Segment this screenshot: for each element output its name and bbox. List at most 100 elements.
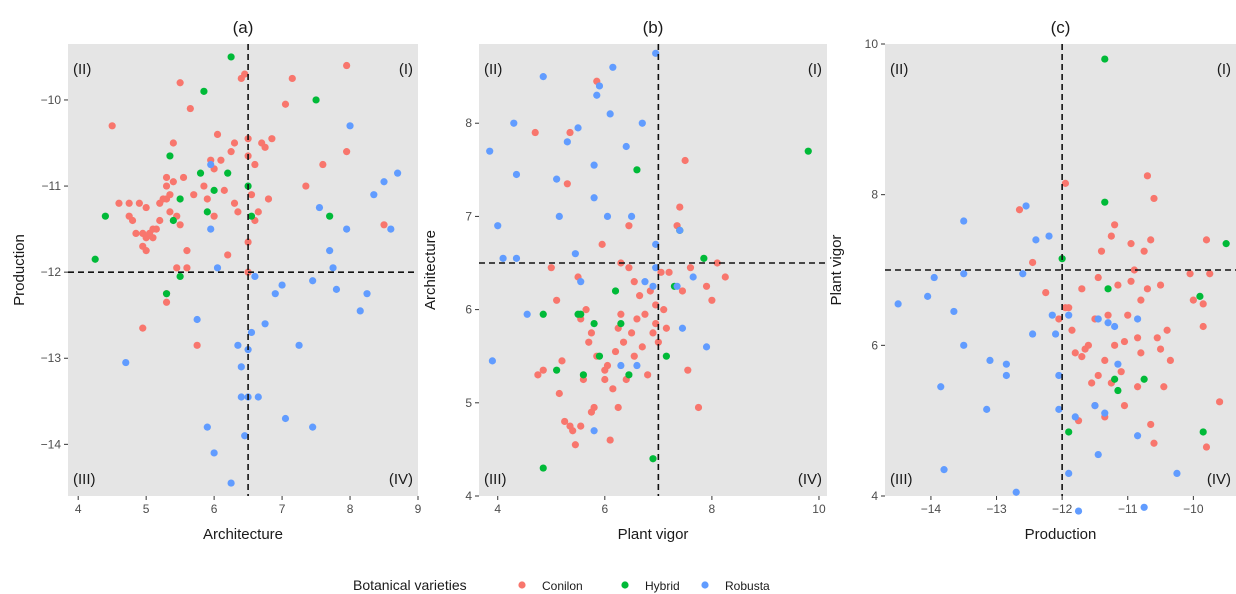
panel-c-point-conilon <box>1206 270 1214 278</box>
panel-b-point-conilon <box>652 301 660 309</box>
panel-c-point-conilon <box>1202 443 1211 451</box>
panel-b-point-robusta <box>510 119 518 127</box>
panel-c-point-conilon <box>1029 258 1037 267</box>
panel-a-point-hybrid <box>210 186 218 194</box>
panel-b-point-robusta <box>678 324 687 332</box>
panel-a-point-robusta <box>356 307 364 315</box>
panel-b-point-robusta <box>702 343 711 351</box>
panel-c-point-hybrid <box>1196 292 1204 300</box>
panel-c-point-conilon <box>1068 326 1076 334</box>
panel-b: (b) 4 6 8 10 4 5 6 7 8 Plant vigor Architecture (II)… <box>422 18 827 543</box>
panel-c-point-conilon <box>1084 341 1092 349</box>
panel-a-point-robusta <box>254 393 262 401</box>
panel-b-point-hybrid <box>649 455 657 463</box>
panel-c-point-robusta <box>930 273 938 282</box>
panel-c-point-conilon <box>1189 296 1197 304</box>
panel-b-point-conilon <box>694 403 703 412</box>
panel-b-point-robusta <box>571 250 579 258</box>
panel-a-point-robusta <box>309 423 317 431</box>
panel-a-point-conilon <box>179 173 188 182</box>
panel-a-point-conilon <box>108 122 116 130</box>
panel-a-point-conilon <box>128 216 137 225</box>
panel-c-point-conilon <box>1147 236 1155 244</box>
panel-a-point-hybrid <box>200 87 208 95</box>
panel-c-point-conilon <box>1120 337 1129 346</box>
panel-c-point-hybrid <box>1111 375 1119 383</box>
panel-a-point-conilon <box>135 199 143 207</box>
panel-b-point-robusta <box>641 278 649 286</box>
panel-a-point-hybrid <box>176 272 184 281</box>
panel-c-point-conilon <box>1199 322 1207 331</box>
panel-b-point-hybrid <box>617 319 625 328</box>
panel-b-point-conilon <box>566 128 574 137</box>
panel-c-point-conilon <box>1133 334 1142 342</box>
panel-c-point-robusta <box>1094 315 1102 323</box>
panel-c-point-conilon <box>1107 232 1115 240</box>
panel-b-point-conilon <box>660 306 668 314</box>
panel-b-point-conilon <box>625 264 633 272</box>
panel-a-point-conilon <box>230 139 239 147</box>
panel-b-point-robusta <box>590 427 598 435</box>
panel-a-point-conilon <box>264 195 273 203</box>
panel-a-point-robusta <box>309 277 317 285</box>
panel-b-point-conilon <box>684 366 692 374</box>
panel-b-point-hybrid <box>590 319 598 328</box>
panel-b-point-robusta <box>673 282 681 290</box>
panel-c-point-conilon <box>1117 368 1125 376</box>
panel-c-point-conilon <box>1186 270 1194 278</box>
panel-b-point-robusta <box>595 82 604 90</box>
panel-a-x-axis-title: Architecture <box>203 526 283 543</box>
panel-a-x-tick-label: 4 <box>75 502 82 516</box>
panel-c-point-robusta <box>1101 409 1109 417</box>
panel-a-point-robusta <box>247 328 256 337</box>
panel-a-point-conilon <box>288 74 296 83</box>
panel-c-x-tick-label: −10 <box>1183 502 1204 516</box>
panel-b-point-conilon <box>587 329 596 337</box>
panel-c-point-conilon <box>1111 341 1119 349</box>
panel-a-point-conilon <box>125 199 133 207</box>
panel-a-point-conilon <box>186 104 194 113</box>
panel-c-point-conilon <box>1199 300 1207 308</box>
panel-c-quadrant-label-bottom-left: (III) <box>890 471 913 488</box>
panel-a-point-conilon <box>193 341 201 349</box>
panel-b-point-conilon <box>641 310 649 318</box>
panel-c-point-conilon <box>1101 356 1109 364</box>
panel-c-point-conilon <box>1156 345 1165 353</box>
panel-c-y-tick-label: 10 <box>865 37 879 51</box>
panel-c-point-robusta <box>1065 311 1073 319</box>
panel-c-point-conilon <box>1097 247 1106 255</box>
panel-b-point-robusta <box>603 212 612 221</box>
panel-b-point-robusta <box>609 63 617 71</box>
panel-b-point-conilon <box>603 361 612 370</box>
panel-c-point-robusta <box>983 405 991 413</box>
panel-b-point-conilon <box>601 375 609 384</box>
panel-c-point-conilon <box>1140 247 1148 255</box>
panel-a-point-hybrid <box>203 208 211 216</box>
panel-a-point-hybrid <box>247 212 256 220</box>
panel-a-point-conilon <box>281 100 290 108</box>
panel-c-point-robusta <box>1133 315 1142 323</box>
panel-a-point-robusta <box>122 358 130 367</box>
panel-b-point-conilon <box>630 278 638 286</box>
panel-b-point-conilon <box>708 296 716 304</box>
panel-c-point-conilon <box>1094 273 1102 282</box>
panel-b-point-conilon <box>617 310 625 318</box>
panel-b-point-robusta <box>574 124 582 132</box>
panel-a-point-robusta <box>261 320 269 328</box>
panel-a-point-robusta <box>241 432 249 440</box>
legend-entry-robusta: Robusta <box>701 579 770 593</box>
panel-c-point-conilon <box>1094 371 1102 380</box>
panel-a-y-tick-label: −12 <box>41 265 62 279</box>
legend-key-hybrid <box>621 581 629 589</box>
panel-a-point-robusta <box>329 264 337 272</box>
panel-c-point-conilon <box>1055 315 1063 323</box>
panel-b-point-robusta <box>577 278 585 286</box>
panel-a-point-conilon <box>166 208 174 216</box>
panel-a-point-robusta <box>193 315 201 324</box>
panel-b-point-conilon <box>665 268 673 276</box>
panel-a-point-conilon <box>261 143 269 151</box>
panel-b-point-conilon <box>630 352 638 360</box>
panel-a-point-conilon <box>380 221 388 229</box>
panel-a-point-conilon <box>302 182 310 190</box>
panel-a-point-conilon <box>166 191 174 199</box>
